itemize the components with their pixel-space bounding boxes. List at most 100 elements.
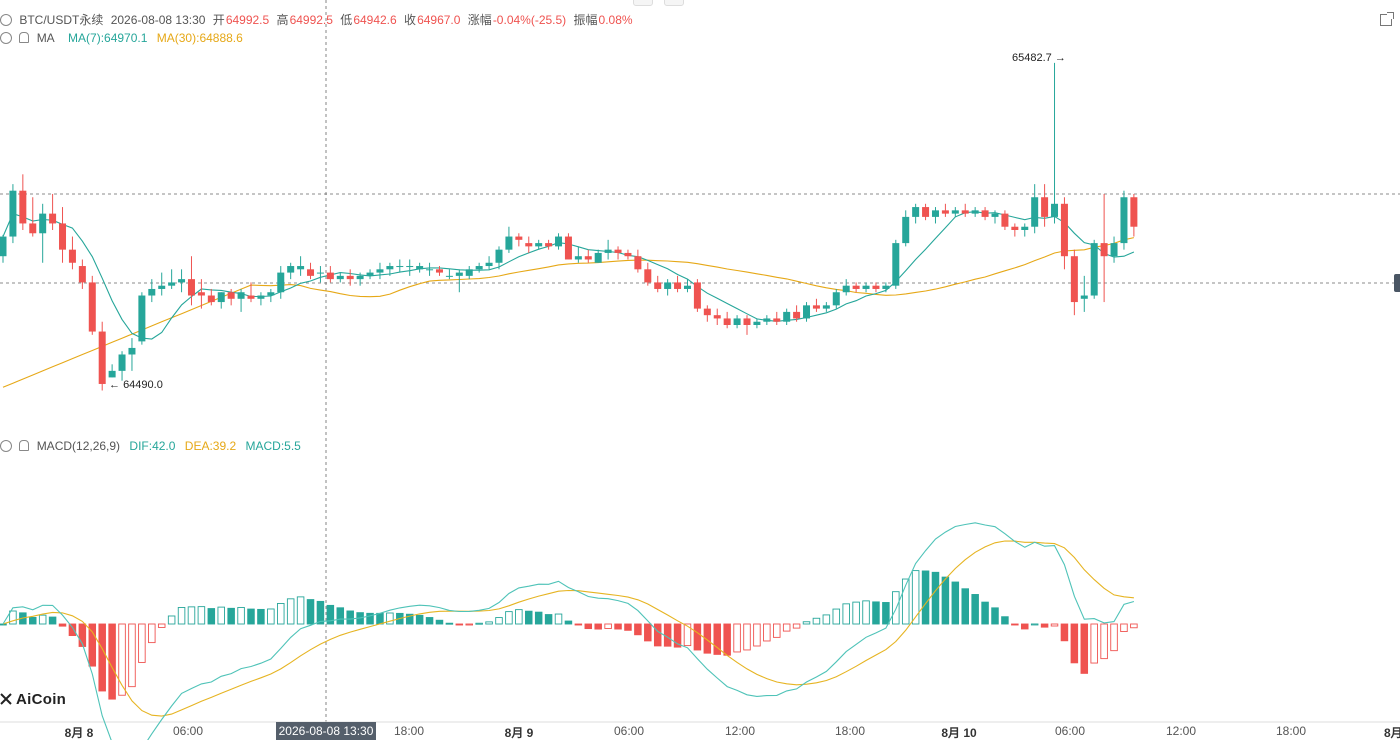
candle-body (1120, 197, 1128, 244)
candle-body (118, 354, 126, 371)
macd-histogram-bar (544, 614, 553, 625)
candle-body (0, 236, 7, 257)
macd-histogram-bar (405, 613, 414, 625)
macd-histogram-bar (862, 600, 870, 625)
macd-histogram-bar (1110, 623, 1118, 652)
candle-body (98, 331, 106, 384)
candle-body (465, 269, 473, 276)
macd-histogram-bar (445, 622, 454, 625)
price-scale-handle[interactable] (1394, 274, 1400, 292)
bell-icon[interactable] (19, 32, 30, 43)
candle-body (1041, 197, 1049, 217)
macd-histogram-bar (525, 610, 533, 625)
candle-body (505, 236, 513, 250)
candle-body (445, 275, 453, 277)
candle-body (68, 249, 76, 263)
macd-histogram-bar (971, 594, 979, 625)
candle-body (128, 347, 136, 355)
candle-body (158, 285, 166, 289)
candle-body (247, 295, 255, 299)
close-value: 64967.0 (417, 13, 461, 27)
candle-body (793, 311, 801, 319)
candle-body (39, 213, 47, 234)
candle-body (1100, 243, 1108, 257)
macd-histogram-bar (505, 611, 513, 625)
time-axis-label: 06:00 (172, 724, 204, 738)
macd-histogram-bar (515, 609, 523, 625)
macd-histogram-bar (653, 623, 662, 647)
bell-icon[interactable] (19, 440, 30, 451)
macd-histogram-bar (743, 623, 751, 651)
collapse-icon[interactable] (0, 440, 12, 452)
dea-value: DEA:39.2 (184, 439, 237, 453)
candle-body (178, 279, 186, 283)
macd-histogram-bar (624, 623, 632, 631)
macd-histogram-bar (157, 623, 166, 628)
macd-histogram-bar (286, 598, 295, 625)
collapse-icon[interactable] (0, 32, 12, 44)
low-label: 低 (340, 13, 353, 27)
candle-body (495, 249, 503, 263)
candle-body (59, 223, 67, 250)
macd-histogram-bar (435, 619, 444, 625)
macd-histogram-bar (316, 600, 325, 625)
low-value: 64942.6 (353, 13, 397, 27)
symbol-label: BTC/USDT永续 (19, 13, 104, 27)
collapse-icon[interactable] (0, 14, 12, 26)
candle-body (356, 275, 364, 280)
macd-histogram-bar (376, 612, 384, 625)
toolbar-button-2[interactable] (664, 0, 684, 6)
toolbar-button-1[interactable] (633, 0, 653, 6)
candle-body (49, 213, 57, 224)
candle-body (277, 272, 285, 293)
macd-histogram-bar (9, 610, 17, 625)
candle-body (326, 272, 334, 280)
candle-body (852, 285, 860, 289)
macd-histogram-bar (475, 622, 483, 625)
macd-histogram-bar (1080, 623, 1089, 674)
candle-body (485, 262, 493, 267)
change-value: -0.04%(-25.5) (492, 13, 567, 27)
candle-body (1110, 243, 1118, 257)
macd-hist-value: MACD:5.5 (245, 439, 301, 453)
ma7-line (2, 211, 1135, 340)
macd-histogram-bar (386, 612, 394, 625)
macd-histogram-bar (88, 623, 97, 667)
expand-icon[interactable] (1380, 12, 1394, 26)
candle-body (564, 236, 572, 260)
macd-histogram-bar (832, 608, 841, 625)
time-axis-label: 18:00 (1275, 724, 1307, 738)
candle-body (1090, 243, 1098, 296)
macd-histogram-bar (465, 623, 473, 626)
macd-histogram-bar (872, 601, 880, 625)
candle-body (941, 210, 949, 214)
aicoin-logo: AiCoin (0, 691, 66, 708)
macd-histogram-bar (911, 570, 920, 625)
candle-body (376, 269, 384, 273)
candle-body (267, 292, 275, 296)
candle-body (108, 370, 116, 378)
candle-body (297, 266, 305, 270)
macd-histogram-bar (78, 623, 87, 647)
candle-body (525, 243, 533, 247)
candle-body (902, 216, 910, 244)
macd-histogram-bar (931, 571, 940, 625)
candle-body (892, 243, 900, 286)
candle-body (88, 282, 96, 332)
candle-body (822, 305, 830, 309)
high-marker-value: 65482.7 (1012, 52, 1052, 64)
macd-histogram-bar (138, 623, 146, 663)
macd-histogram-bar (564, 620, 573, 625)
open-value: 64992.5 (225, 13, 270, 27)
macd-histogram-bar (425, 617, 434, 625)
time-axis-label: 12:00 (724, 724, 756, 738)
candle-body (842, 285, 850, 293)
candle-body (683, 285, 691, 289)
candle-body (435, 269, 443, 273)
candle-body (555, 236, 563, 247)
low-marker: ← 64490.0 (109, 379, 163, 391)
macd-histogram-bar (1120, 623, 1128, 632)
candle-body (217, 292, 225, 303)
macd-histogram-bar (38, 614, 47, 625)
